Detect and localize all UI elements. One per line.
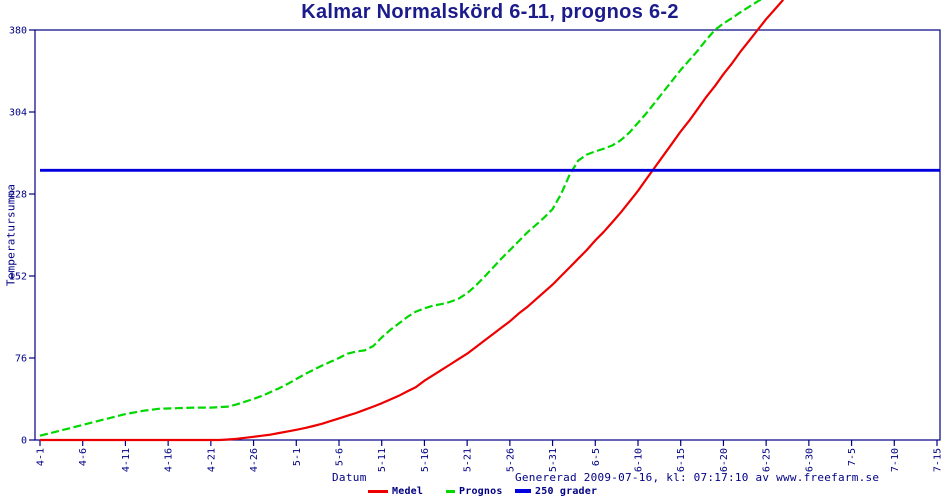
x-tick-label: 5-31 — [548, 448, 559, 472]
generated-footnote: Genererad 2009-07-16, kl: 07:17:10 av ww… — [515, 471, 880, 484]
x-tick-label: 6-5 — [591, 448, 602, 466]
x-tick-label: 4-1 — [36, 448, 47, 466]
plot-frame — [34, 29, 941, 441]
y-tick-label: 76 — [15, 354, 27, 365]
prognos-line — [39, 0, 763, 437]
legend-label-medel: Medel — [392, 485, 424, 497]
x-tick-label: 6-15 — [676, 448, 687, 472]
threshold-line-swatch — [515, 489, 531, 493]
x-tick-label: 4-11 — [121, 448, 132, 472]
x-tick-label: 4-26 — [249, 448, 260, 472]
x-tick-label: 5-16 — [420, 448, 431, 472]
medel-line-swatch — [368, 489, 388, 493]
x-tick-label: 7-15 — [933, 448, 944, 472]
legend-item-prognos: Prognos — [446, 485, 503, 497]
legend-label-threshold: 250 grader — [535, 485, 598, 497]
y-axis-title: Temperatursumma — [4, 183, 18, 287]
x-tick-label: 6-30 — [804, 448, 815, 472]
legend-label-prognos: Prognos — [459, 485, 503, 497]
y-tick-label: 0 — [21, 436, 27, 447]
y-tick-label: 380 — [9, 26, 27, 37]
x-tick-label: 7-5 — [847, 448, 858, 466]
x-tick-label: 6-10 — [634, 448, 645, 472]
x-tick-label: 6-25 — [762, 448, 773, 472]
x-tick-label: 5-26 — [505, 448, 516, 472]
x-tick-label: 5-21 — [463, 448, 474, 472]
y-tick-label: 228 — [9, 190, 27, 201]
y-tick-label: 152 — [9, 272, 27, 283]
prognos-dash-swatch — [446, 489, 455, 493]
x-tick-label: 7-10 — [890, 448, 901, 472]
legend-item-medel: Medel — [368, 485, 423, 497]
x-tick-label: 5-6 — [335, 448, 346, 466]
chart-title: Kalmar Normalskörd 6-11, prognos 6-2 — [301, 1, 679, 23]
medel-line — [40, 0, 785, 442]
y-tick-label: 304 — [9, 108, 27, 119]
x-tick-label: 6-20 — [719, 448, 730, 472]
x-axis-title: Datum — [332, 471, 367, 484]
x-tick-label: 5-1 — [292, 448, 303, 466]
x-tick-label: 4-6 — [78, 448, 89, 466]
x-tick-label: 4-16 — [164, 448, 175, 472]
legend-item-threshold: 250 grader — [515, 485, 597, 497]
x-tick-label: 5-11 — [377, 448, 388, 472]
x-tick-label: 4-21 — [206, 448, 217, 472]
